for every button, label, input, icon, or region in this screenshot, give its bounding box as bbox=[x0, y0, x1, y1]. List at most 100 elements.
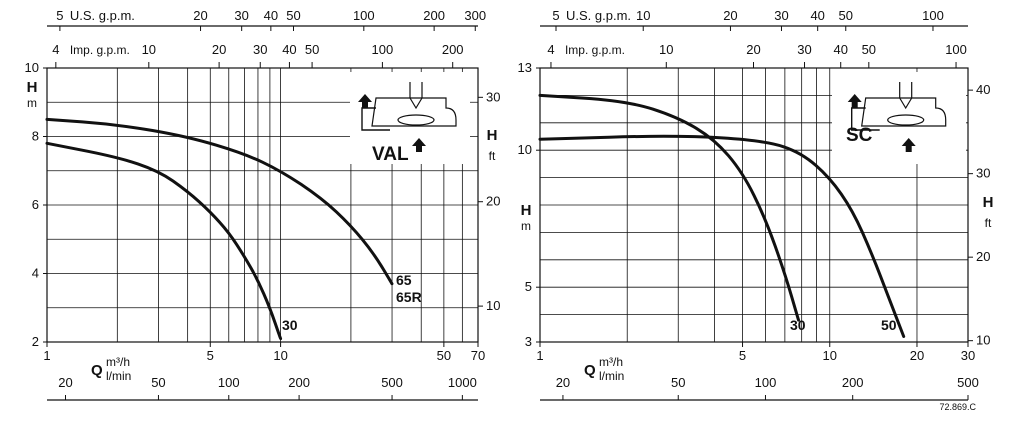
usgpm-tick-label: 5 bbox=[56, 8, 63, 23]
usgpm-tick-label: 20 bbox=[723, 8, 737, 23]
x-tick-label: 1 bbox=[43, 348, 50, 363]
impgpm-label: Imp. g.p.m. bbox=[70, 43, 130, 57]
y-right-tick-label: 10 bbox=[486, 298, 500, 313]
y-left-tick-label: 5 bbox=[525, 279, 532, 294]
y-left-tick-label: 10 bbox=[25, 60, 39, 75]
x-axis-unit: m³/h bbox=[599, 355, 623, 369]
y-left-tick-label: 6 bbox=[32, 197, 39, 212]
usgpm-tick-label: 5 bbox=[552, 8, 559, 23]
pump-pipe-shape bbox=[851, 107, 880, 131]
pump-pictogram-icon bbox=[847, 82, 947, 152]
x-tick-label: 20 bbox=[910, 348, 924, 363]
y-left-axis-unit: m bbox=[521, 219, 531, 233]
usgpm-label: U.S. g.p.m. bbox=[70, 8, 135, 23]
impgpm-tick-label: 30 bbox=[797, 42, 811, 57]
usgpm-tick-label: 50 bbox=[839, 8, 853, 23]
impgpm-tick-label: 4 bbox=[52, 42, 59, 57]
usgpm-tick-label: 30 bbox=[774, 8, 788, 23]
y-left-axis-unit: m bbox=[27, 96, 37, 110]
performance-curve bbox=[538, 93, 800, 322]
impgpm-tick-label: 20 bbox=[212, 42, 226, 57]
x-tick-label: 1 bbox=[536, 348, 543, 363]
impgpm-tick-label: 200 bbox=[442, 42, 464, 57]
y-left-axis-label: H bbox=[27, 79, 38, 96]
lmin-tick-label: 20 bbox=[58, 375, 72, 390]
impgpm-tick-label: 100 bbox=[945, 42, 967, 57]
lmin-tick-label: 100 bbox=[755, 375, 777, 390]
usgpm-tick-label: 200 bbox=[423, 8, 445, 23]
x-tick-label: 5 bbox=[739, 348, 746, 363]
impgpm-tick-label: 40 bbox=[282, 42, 296, 57]
usgpm-tick-label: 300 bbox=[464, 8, 486, 23]
inlet-arrow-icon bbox=[901, 138, 916, 152]
impgpm-tick-label: 100 bbox=[372, 42, 394, 57]
x-tick-label: 30 bbox=[961, 348, 975, 363]
y-right-axis-unit: ft bbox=[985, 216, 992, 230]
lmin-tick-label: 500 bbox=[957, 375, 979, 390]
y-left-tick-label: 4 bbox=[32, 266, 39, 281]
series-label: 50 bbox=[881, 317, 897, 333]
usgpm-tick-label: 100 bbox=[353, 8, 375, 23]
pictogram-background bbox=[832, 72, 966, 164]
y-right-tick-label: 30 bbox=[976, 166, 990, 181]
pump-pictogram-icon bbox=[358, 82, 457, 152]
impgpm-tick-label: 4 bbox=[547, 42, 554, 57]
chart-val: 2 4 6 8 10 10 20 30 1 5 10 50 70 Q m³/hl/min 20 50 100 200… bbox=[25, 8, 500, 401]
x-tick-label: 10 bbox=[273, 348, 287, 363]
usgpm-tick-label: 40 bbox=[810, 8, 824, 23]
y-right-tick-label: 20 bbox=[976, 249, 990, 264]
impgpm-tick-label: 10 bbox=[142, 42, 156, 57]
outlet-arrow-icon bbox=[847, 94, 862, 108]
impgpm-tick-label: 10 bbox=[659, 42, 673, 57]
series-label: 65R bbox=[396, 289, 422, 305]
model-label: SC bbox=[846, 125, 873, 146]
y-left-axis-label: H bbox=[521, 202, 532, 219]
usgpm-tick-label: 30 bbox=[234, 8, 248, 23]
plot-frame bbox=[539, 67, 969, 343]
lmin-axis-label: l/min bbox=[106, 369, 131, 383]
x-tick-label: 5 bbox=[207, 348, 214, 363]
pump-pipe-shape bbox=[361, 107, 390, 131]
x-tick-label: 50 bbox=[437, 348, 451, 363]
lmin-tick-label: 50 bbox=[151, 375, 165, 390]
y-right-axis-label: H bbox=[487, 127, 498, 144]
inlet-arrow-icon bbox=[412, 138, 426, 152]
lmin-tick-label: 20 bbox=[556, 375, 570, 390]
y-right-axis-label: H bbox=[983, 194, 994, 211]
usgpm-tick-label: 100 bbox=[922, 8, 944, 23]
y-left-tick-label: 8 bbox=[32, 129, 39, 144]
pump-casing-shape bbox=[371, 97, 457, 127]
y-right-axis-unit: ft bbox=[489, 149, 496, 163]
lmin-tick-label: 1000 bbox=[448, 375, 477, 390]
usgpm-tick-label: 10 bbox=[636, 8, 650, 23]
impgpm-tick-label: 40 bbox=[833, 42, 847, 57]
impgpm-tick-label: 20 bbox=[746, 42, 760, 57]
usgpm-tick-label: 20 bbox=[193, 8, 207, 23]
y-right-tick-label: 20 bbox=[486, 194, 500, 209]
pump-casing-shape bbox=[861, 97, 947, 127]
impeller-shape bbox=[397, 114, 435, 126]
series-label: 30 bbox=[282, 317, 298, 333]
y-left-tick-label: 10 bbox=[518, 142, 532, 157]
x-axis-label: Q bbox=[91, 362, 103, 379]
usgpm-tick-label: 40 bbox=[264, 8, 278, 23]
impgpm-tick-label: 50 bbox=[305, 42, 319, 57]
y-right-tick-label: 10 bbox=[976, 333, 990, 348]
performance-curve bbox=[538, 134, 906, 338]
outlet-arrow-icon bbox=[358, 94, 372, 108]
lmin-tick-label: 100 bbox=[218, 375, 240, 390]
y-left-tick-label: 13 bbox=[518, 60, 532, 75]
impgpm-tick-label: 50 bbox=[862, 42, 876, 57]
chart-sc: 3 5 10 13 10 20 30 40 1 5 10 20 30 Q m³/hl/min 20 50 100 2… bbox=[518, 8, 994, 401]
y-left-tick-label: 3 bbox=[525, 334, 532, 349]
x-axis-unit: m³/h bbox=[106, 355, 130, 369]
performance-curve bbox=[45, 117, 394, 286]
y-right-tick-label: 40 bbox=[976, 82, 990, 97]
lmin-tick-label: 200 bbox=[842, 375, 864, 390]
impgpm-label: Imp. g.p.m. bbox=[565, 43, 625, 57]
lmin-axis-label: l/min bbox=[599, 369, 624, 383]
series-label: 65 bbox=[396, 272, 412, 288]
impeller-shape bbox=[887, 114, 925, 126]
lmin-tick-label: 200 bbox=[288, 375, 310, 390]
